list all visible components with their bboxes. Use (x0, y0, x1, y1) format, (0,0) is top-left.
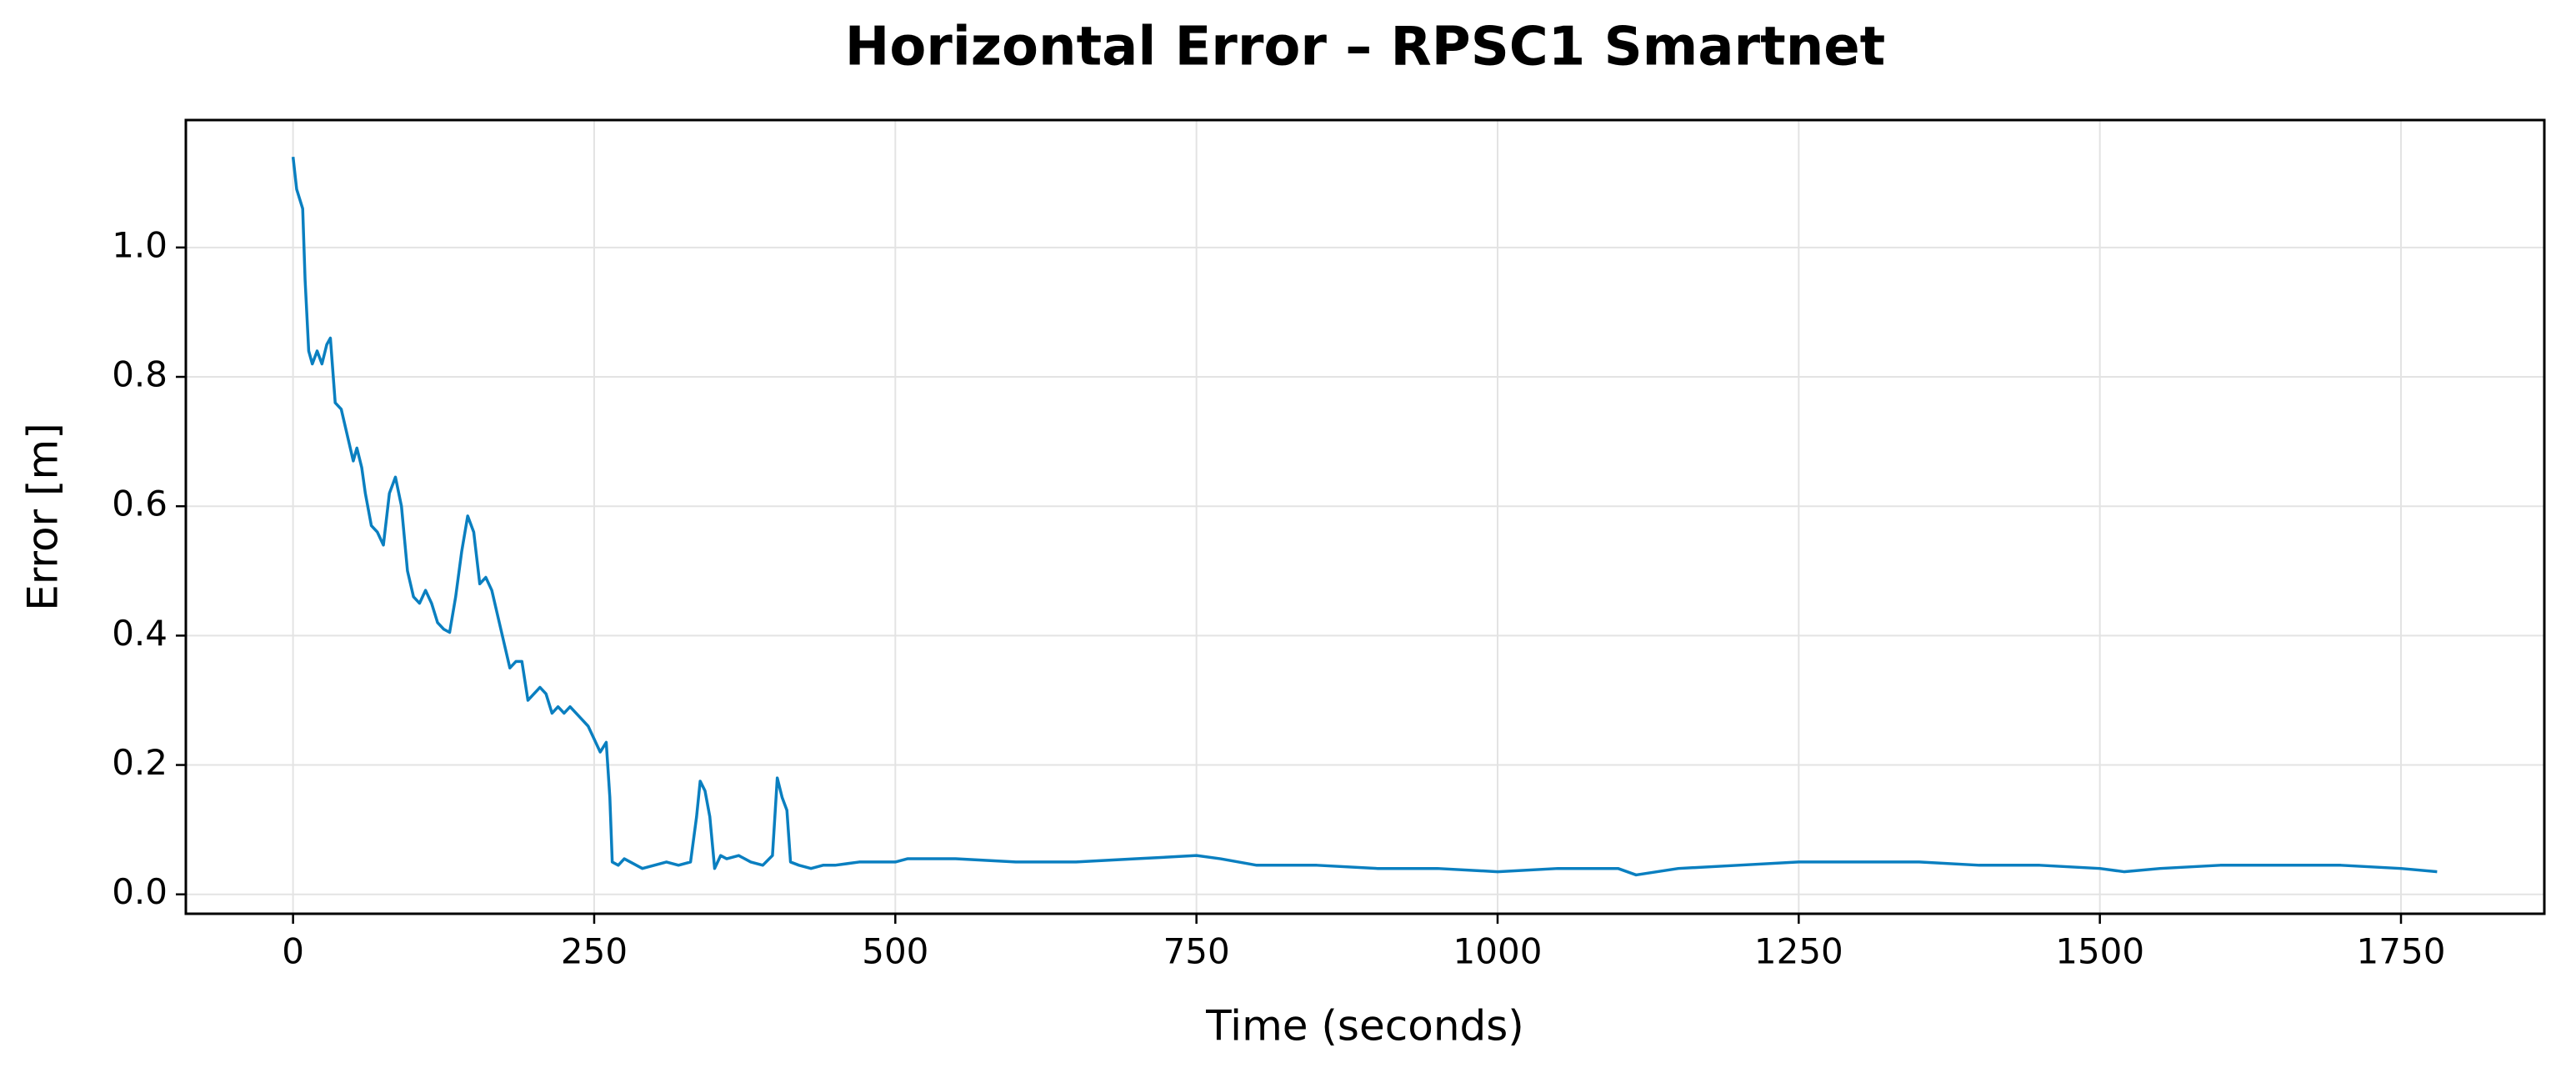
data-line (291, 157, 2438, 877)
y-tick-label: 0.0 (112, 871, 168, 912)
x-tick-label: 750 (1163, 931, 1230, 972)
x-tick-label: 1000 (1453, 931, 1543, 972)
y-tick-label: 0.8 (112, 354, 168, 395)
y-tick-label: 0.6 (112, 484, 168, 524)
x-tick-label: 500 (862, 931, 928, 972)
x-axis-label: Time (seconds) (1205, 1002, 1524, 1050)
y-tick-label: 0.2 (112, 742, 168, 783)
y-axis-label: Error [m] (19, 423, 68, 611)
x-tick-label: 0 (282, 931, 304, 972)
x-tick-label: 250 (561, 931, 628, 972)
plot-frame (184, 118, 2546, 915)
x-tick-label: 1500 (2055, 931, 2144, 972)
y-tick-label: 0.4 (112, 613, 168, 654)
x-tick-label: 1750 (2357, 931, 2446, 972)
chart-title: Horizontal Error – RPSC1 Smartnet (845, 17, 1886, 78)
y-tick-label: 1.0 (112, 224, 168, 265)
x-tick-label: 1250 (1754, 931, 1843, 972)
